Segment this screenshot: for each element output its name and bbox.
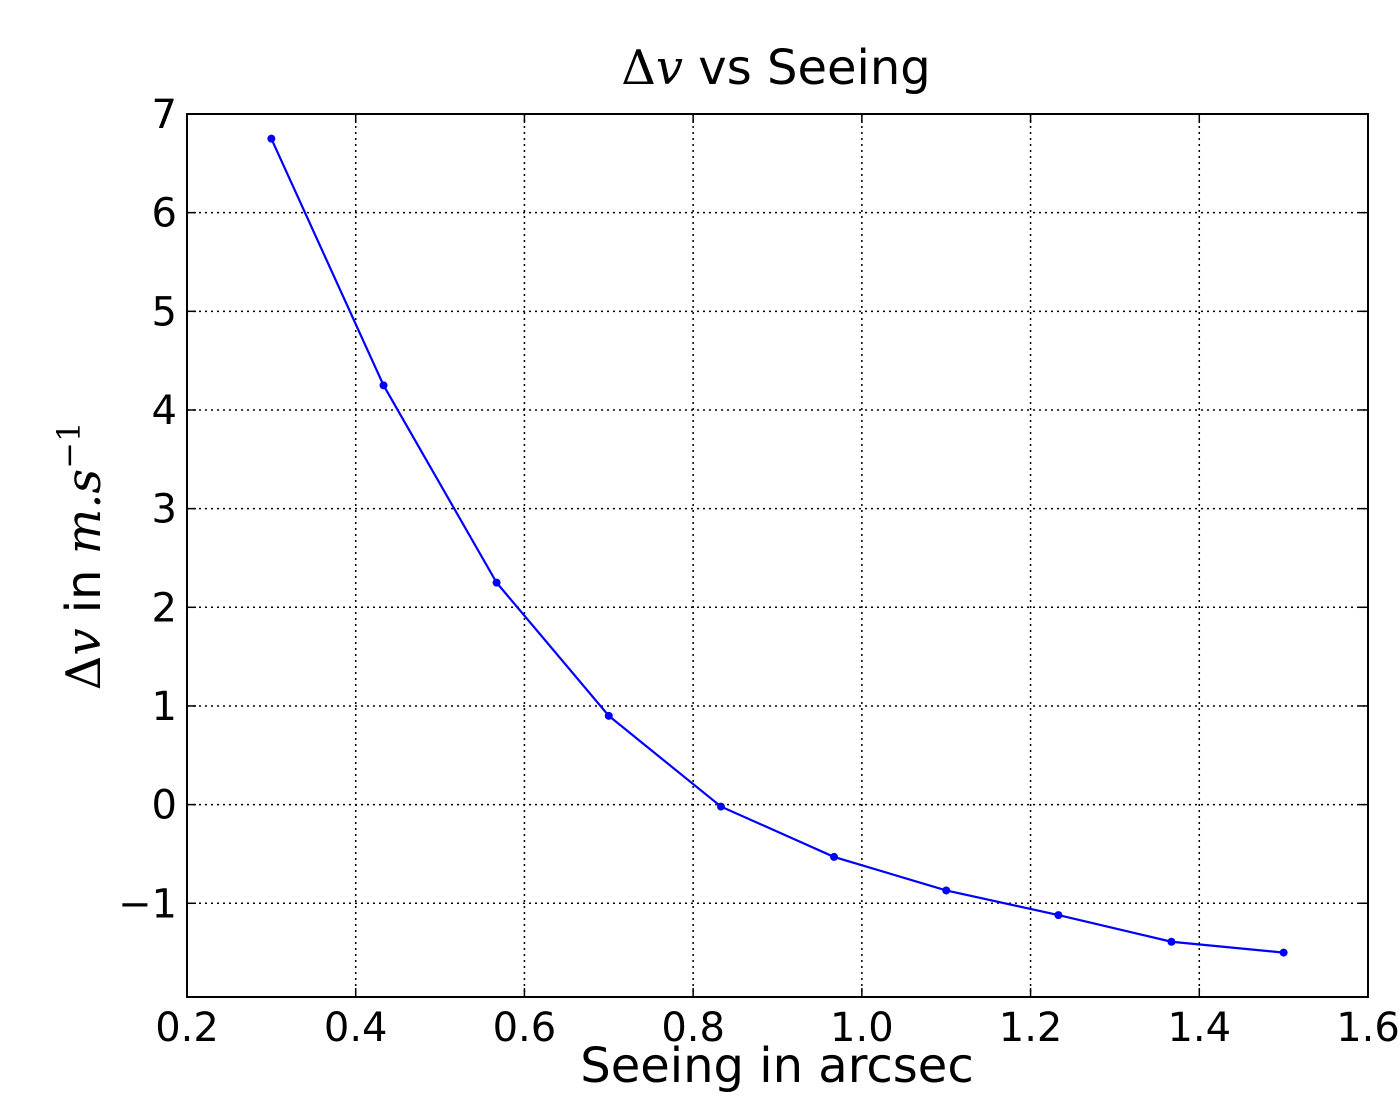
data-point	[716, 802, 725, 811]
y-tick-label: 3	[152, 487, 177, 533]
grid-layer	[187, 114, 1368, 997]
title-var: v	[656, 40, 683, 96]
data-point	[830, 852, 839, 861]
y-tick-label: −1	[118, 881, 177, 927]
data-point	[492, 578, 501, 587]
plot-frame	[186, 113, 1369, 998]
ylabel-unit: m.s	[56, 469, 112, 554]
y-tick-label: 7	[152, 92, 177, 138]
ylabel-var: v	[56, 629, 112, 656]
y-tick-label: 2	[152, 585, 177, 631]
ylabel-delta: Δ	[56, 656, 112, 691]
x-tick-label: 0.8	[661, 1005, 725, 1051]
chart-title: Δv vs Seeing	[621, 40, 930, 96]
title-rest: vs Seeing	[683, 40, 931, 96]
x-tick-label: 0.4	[324, 1005, 388, 1051]
y-tick-label: 4	[152, 388, 177, 434]
data-point	[379, 381, 388, 390]
x-tick-label: 0.6	[493, 1005, 557, 1051]
data-point	[1167, 937, 1176, 946]
y-tick-label: 6	[152, 191, 177, 237]
data-point	[604, 711, 613, 720]
y-tick-label: 0	[152, 783, 177, 829]
data-point	[1279, 948, 1288, 957]
ticks-layer: 0.2 0.4 0.6 0.8 1.0 1.2 1.4 1.6 −1 0 1 2 3 4 5 6 7	[118, 92, 1399, 1051]
y-tick-label: 5	[152, 289, 177, 335]
x-tick-label: 0.2	[155, 1005, 219, 1051]
data-point	[942, 886, 951, 895]
title-delta: Δ	[621, 40, 656, 96]
x-tick-label: 1.0	[830, 1005, 894, 1051]
ylabel-exponent: −1	[50, 422, 88, 469]
ylabel-text: in	[56, 554, 112, 628]
y-axis-title: Δv in m.s−1	[50, 422, 112, 691]
series-layer	[267, 134, 1288, 957]
data-point	[267, 134, 276, 143]
y-tick-label: 1	[152, 684, 177, 730]
x-tick-label: 1.4	[1167, 1005, 1231, 1051]
x-tick-label: 1.6	[1336, 1005, 1399, 1051]
x-tick-label: 1.2	[999, 1005, 1063, 1051]
x-axis-title: Seeing in arcsec	[580, 1038, 973, 1094]
series-line	[270, 138, 1284, 954]
data-point	[1054, 911, 1063, 920]
